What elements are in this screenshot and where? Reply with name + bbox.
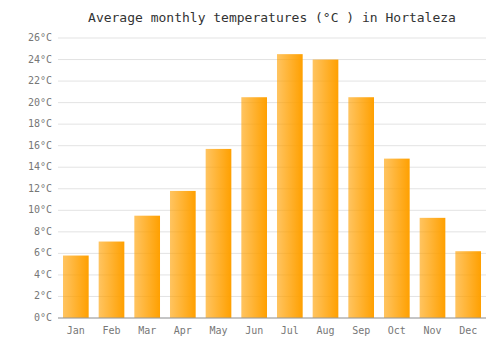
bar [134,216,160,318]
y-tick-label: 20°C [28,97,52,108]
y-tick-label: 6°C [34,247,52,258]
bar [277,54,303,318]
bar [241,97,267,318]
grid-line [58,318,486,319]
grid-line [58,145,486,146]
y-tick-label: 2°C [34,290,52,301]
grid-line [58,188,486,189]
y-tick-label: 16°C [28,140,52,151]
x-tick-label: Dec [459,325,477,336]
bar [206,149,232,318]
bar [99,242,125,318]
bar [313,60,339,318]
bar [455,251,481,318]
y-tick-label: 12°C [28,183,52,194]
grid-line [58,102,486,103]
x-tick-label: Jul [281,325,299,336]
bar [348,97,374,318]
x-tick-label: Aug [316,325,334,336]
x-tick-label: Oct [388,325,406,336]
bar [420,218,446,318]
grid-line [58,81,486,82]
grid-line [58,124,486,125]
y-grid [58,38,486,318]
bar [170,191,196,318]
chart-title: Average monthly temperatures (°C ) in Ho… [88,10,456,25]
y-tick-label: 14°C [28,161,52,172]
bar [63,256,89,318]
x-tick-label: Jun [245,325,263,336]
y-tick-label: 24°C [28,54,52,65]
y-tick-label: 8°C [34,226,52,237]
bars [63,54,481,318]
y-tick-label: 0°C [34,312,52,323]
x-tick-label: Sep [352,325,370,336]
grid-line [58,210,486,211]
x-axis-line [58,318,486,319]
grid-line [58,59,486,60]
bar [384,159,410,318]
grid-line [58,38,486,39]
y-tick-label: 22°C [28,75,52,86]
x-tick-label: Nov [423,325,441,336]
chart-container: Average monthly temperatures (°C ) in Ho… [0,0,500,350]
y-tick-label: 26°C [28,32,52,43]
x-tick-label: May [209,325,227,336]
y-tick-label: 4°C [34,269,52,280]
x-tick-label: Mar [138,325,156,336]
grid-line [58,167,486,168]
x-tick-label: Apr [174,325,192,336]
y-tick-label: 18°C [28,118,52,129]
chart-svg: Average monthly temperatures (°C ) in Ho… [0,0,500,350]
y-tick-label: 10°C [28,204,52,215]
x-tick-label: Jan [67,325,85,336]
x-tick-label: Feb [102,325,120,336]
